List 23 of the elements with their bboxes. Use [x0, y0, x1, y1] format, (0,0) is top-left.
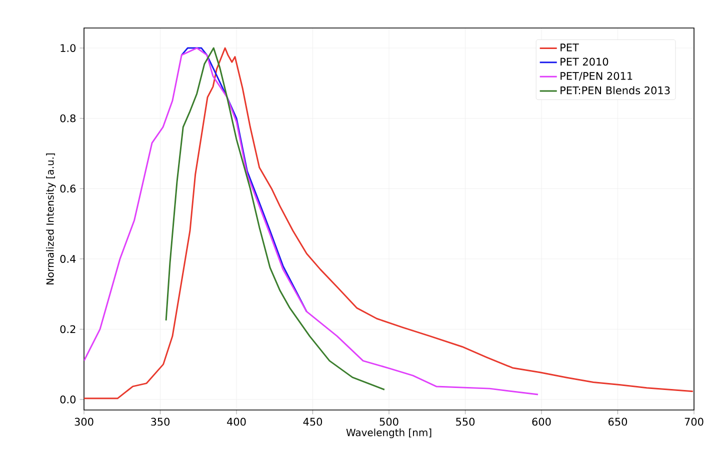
x-tick-label: 500	[380, 418, 398, 426]
x-tick-label: 400	[227, 418, 246, 426]
x-tick-label: 550	[456, 418, 475, 426]
x-tick-label: 700	[684, 418, 704, 426]
x-tick-label: 600	[532, 418, 551, 426]
legend-label: PET	[560, 44, 579, 52]
y-tick-label: 0.8	[60, 114, 76, 122]
y-tick-label: 0.6	[60, 184, 76, 193]
legend-label: PET/PEN 2011	[560, 72, 632, 81]
x-axis-title: Wavelength [nm]	[346, 428, 432, 438]
x-tick-label: 300	[74, 418, 94, 426]
x-tick-label: 450	[303, 418, 322, 426]
line-series	[165, 47, 386, 390]
legend-label: PET:PEN Blends 2013	[560, 86, 670, 94]
y-tick-label: 1.0	[60, 44, 76, 52]
x-tick-label: 350	[151, 418, 170, 426]
y-tick-label: 0.4	[60, 254, 76, 263]
y-tick-label: 0.2	[60, 325, 76, 334]
legend-label: PET 2010	[560, 58, 608, 66]
x-tick-label: 650	[608, 418, 628, 426]
y-axis-title: Normalized Intensity [a.u.]	[46, 153, 56, 284]
y-tick-label: 0.0	[60, 396, 76, 404]
line-series	[84, 47, 539, 396]
